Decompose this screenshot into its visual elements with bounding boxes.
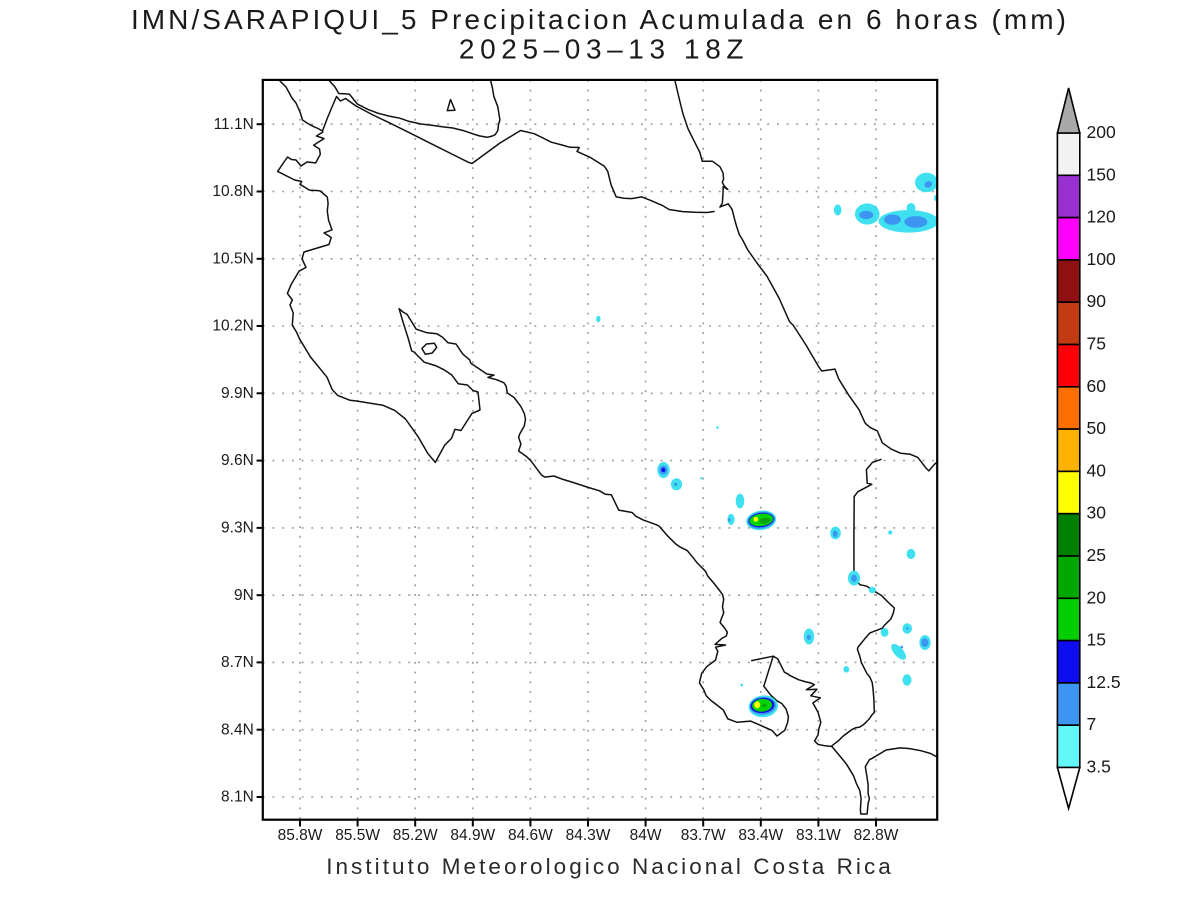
svg-text:8.7N: 8.7N — [221, 654, 254, 671]
svg-text:8.4N: 8.4N — [221, 721, 254, 738]
svg-text:82.8W: 82.8W — [854, 827, 899, 844]
svg-text:8.1N: 8.1N — [221, 789, 254, 806]
svg-text:9.6N: 9.6N — [221, 452, 254, 469]
svg-text:84W: 84W — [630, 827, 662, 844]
svg-text:12.5: 12.5 — [1087, 672, 1121, 692]
svg-text:85.8W: 85.8W — [278, 827, 323, 844]
svg-text:83.4W: 83.4W — [738, 827, 783, 844]
svg-text:9.3N: 9.3N — [221, 520, 254, 537]
svg-text:2025–03–13 18Z: 2025–03–13 18Z — [459, 34, 749, 65]
svg-text:11.1N: 11.1N — [214, 116, 254, 133]
svg-text:10.5N: 10.5N — [212, 250, 253, 267]
svg-text:3.5: 3.5 — [1087, 757, 1111, 777]
svg-text:10.8N: 10.8N — [212, 183, 253, 200]
svg-text:25: 25 — [1087, 545, 1106, 565]
svg-text:85.2W: 85.2W — [393, 827, 438, 844]
svg-text:50: 50 — [1087, 418, 1107, 438]
svg-text:120: 120 — [1087, 207, 1116, 227]
svg-text:84.9W: 84.9W — [450, 827, 495, 844]
svg-text:30: 30 — [1087, 503, 1107, 523]
svg-text:100: 100 — [1087, 249, 1116, 269]
svg-text:20: 20 — [1087, 587, 1107, 607]
svg-text:Instituto Meteorologico Nacion: Instituto Meteorologico Nacional Costa R… — [326, 854, 894, 879]
svg-text:150: 150 — [1087, 164, 1116, 184]
svg-text:200: 200 — [1087, 122, 1116, 142]
svg-text:40: 40 — [1087, 460, 1107, 480]
svg-text:IMN/SARAPIQUI_5 Precipitacion: IMN/SARAPIQUI_5 Precipitacion Acumulada … — [131, 4, 1069, 35]
svg-text:85.5W: 85.5W — [335, 827, 380, 844]
svg-text:10.2N: 10.2N — [212, 318, 253, 335]
svg-text:7: 7 — [1087, 714, 1097, 734]
svg-text:9N: 9N — [234, 587, 254, 604]
svg-text:75: 75 — [1087, 334, 1106, 354]
svg-text:9.9N: 9.9N — [221, 385, 254, 402]
svg-text:60: 60 — [1087, 376, 1107, 396]
svg-text:90: 90 — [1087, 291, 1107, 311]
svg-text:15: 15 — [1087, 630, 1106, 650]
svg-text:83.7W: 83.7W — [681, 827, 726, 844]
svg-text:84.3W: 84.3W — [566, 827, 611, 844]
svg-text:84.6W: 84.6W — [508, 827, 553, 844]
svg-text:83.1W: 83.1W — [796, 827, 841, 844]
